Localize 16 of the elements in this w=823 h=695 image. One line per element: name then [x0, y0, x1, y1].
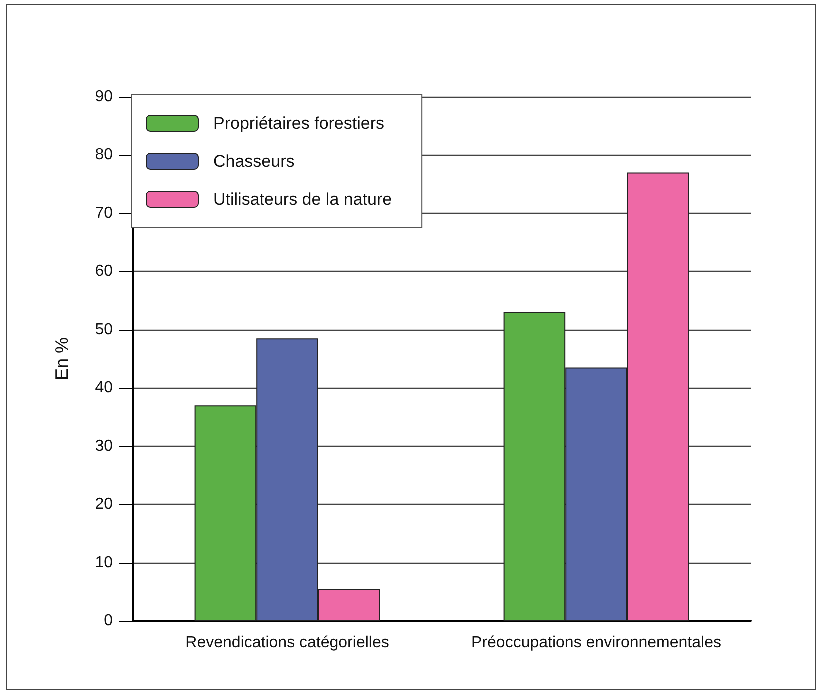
y-tick-label: 50	[95, 321, 114, 338]
y-tick-label: 0	[104, 612, 114, 630]
x-tick-label: Revendications catégorielles	[186, 634, 390, 652]
y-tick-label: 80	[95, 146, 114, 164]
legend-label: Propriétaires forestiers	[214, 114, 385, 133]
legend-label: Chasseurs	[214, 152, 295, 171]
y-tick-label: 70	[95, 204, 114, 222]
x-tick-label: Préoccupations environnementales	[472, 634, 722, 652]
y-tick-label: 10	[95, 554, 114, 572]
legend-label: Utilisateurs de la nature	[214, 190, 392, 209]
y-tick-label: 60	[95, 263, 114, 280]
y-tick-label: 30	[95, 438, 114, 455]
y-tick-label: 90	[95, 88, 114, 106]
y-tick-label: 20	[95, 496, 114, 514]
y-axis-title: En %	[52, 337, 72, 381]
y-tick-label: 40	[95, 380, 114, 397]
